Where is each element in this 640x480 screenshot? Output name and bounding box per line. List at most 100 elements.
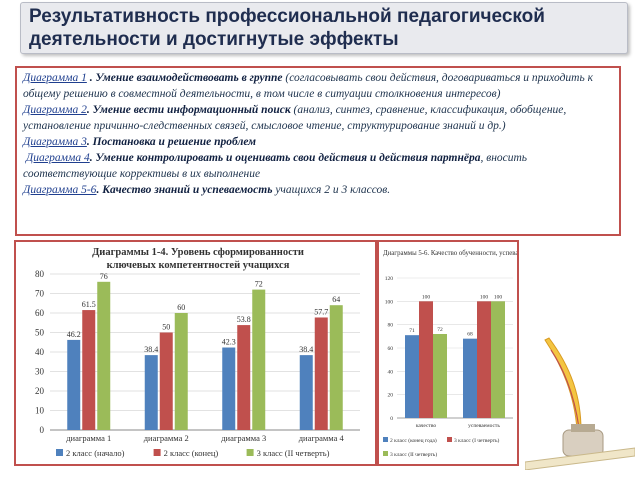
description-panel: Диаграмма 1 . Умение взаимодействовать в… bbox=[15, 66, 621, 236]
legend-label: 2 класс (конец года) bbox=[390, 437, 437, 444]
x-tick-label: диаграмма 4 bbox=[299, 433, 345, 443]
bar-value-label: 38.4 bbox=[299, 345, 313, 354]
bar-value-label: 100 bbox=[422, 294, 431, 300]
legend-swatch bbox=[153, 449, 161, 456]
desc-text: (согласовывать свои действия, договарива… bbox=[23, 72, 593, 100]
diagram-ref[interactable]: Диаграмма 4 bbox=[25, 152, 90, 164]
quill-inkwell-icon bbox=[525, 337, 635, 470]
bar bbox=[299, 355, 313, 430]
bar bbox=[491, 301, 505, 418]
bar-value-label: 42.3 bbox=[222, 338, 236, 347]
bar bbox=[97, 281, 111, 430]
bar-value-label: 68 bbox=[467, 332, 473, 338]
legend-swatch bbox=[383, 451, 388, 456]
y-tick-label: 60 bbox=[388, 346, 394, 352]
y-tick-label: 70 bbox=[35, 289, 45, 299]
page-title: Результативность профессиональной педаго… bbox=[29, 6, 545, 50]
desc-item-3: Диаграмма 3. Постановка и решение пробле… bbox=[23, 136, 257, 148]
desc-text: (анализ, синтез, сравнение, классификаци… bbox=[23, 104, 567, 132]
diagram-ref[interactable]: Диаграмма 2 bbox=[23, 104, 87, 116]
bar-value-label: 64 bbox=[332, 295, 340, 304]
desc-text: , вносить соответствующие коррективы в и… bbox=[23, 152, 528, 180]
y-tick-label: 80 bbox=[35, 269, 45, 279]
y-tick-label: 0 bbox=[390, 416, 393, 422]
x-tick-label: диаграмма 1 bbox=[66, 433, 111, 443]
desc-title: Умение контролировать и оценивать свои д… bbox=[95, 152, 481, 164]
desc-title: Умение взаимодействовать в группе bbox=[95, 72, 283, 84]
bar-value-label: 60 bbox=[177, 303, 185, 312]
chart-title-line-1: Диаграммы 1-4. Уровень сформированности bbox=[92, 247, 304, 258]
bar bbox=[67, 339, 81, 430]
bar bbox=[477, 301, 491, 418]
chart-title-line-2: ключевых компетентностей учащихся bbox=[107, 260, 290, 271]
quality-bar-chart: Диаграммы 5-6. Качество обученности, усп… bbox=[383, 250, 577, 458]
desc-title: Постановка и решение проблем bbox=[92, 136, 257, 148]
bar bbox=[433, 334, 447, 418]
legend-label: 3 класс (II четверть) bbox=[390, 451, 437, 458]
competence-bar-chart: Диаграммы 1-4. Уровень сформированности к… bbox=[35, 247, 360, 458]
y-tick-label: 20 bbox=[35, 386, 45, 396]
desc-item-2: Диаграмма 2. Умение вести информационный… bbox=[23, 104, 567, 132]
title-banner: Результативность профессиональной педаго… bbox=[20, 2, 628, 54]
y-tick-label: 40 bbox=[388, 369, 394, 375]
competence-chart-panel: Диаграммы 1-4. Уровень сформированности к… bbox=[14, 240, 377, 466]
bar-value-label: 46.2 bbox=[67, 330, 81, 339]
diagram-ref[interactable]: Диаграмма 3 bbox=[23, 136, 87, 148]
bar-value-label: 53.8 bbox=[237, 315, 251, 324]
legend-swatch bbox=[246, 449, 254, 456]
bar bbox=[463, 338, 477, 418]
desc-title: Качество знаний и успеваемость bbox=[102, 184, 273, 196]
bar bbox=[144, 355, 158, 430]
legend-label: 3 класс (II четверть) bbox=[257, 448, 330, 458]
bar bbox=[314, 317, 328, 430]
bar bbox=[222, 347, 236, 430]
x-tick-label: диаграмма 2 bbox=[144, 433, 189, 443]
y-tick-label: 80 bbox=[388, 323, 394, 329]
y-tick-label: 10 bbox=[35, 406, 45, 416]
desc-item-4: Диаграмма 4. Умение контролировать и оце… bbox=[23, 152, 528, 180]
y-tick-label: 40 bbox=[35, 347, 45, 357]
bar-value-label: 71 bbox=[409, 328, 415, 334]
y-tick-label: 120 bbox=[385, 276, 394, 282]
bar bbox=[174, 313, 188, 430]
bar-value-label: 72 bbox=[255, 280, 263, 289]
x-tick-label: качество bbox=[416, 423, 437, 429]
bar bbox=[419, 301, 433, 418]
bar-value-label: 57.7 bbox=[314, 307, 328, 316]
desc-item-1: Диаграмма 1 . Умение взаимодействовать в… bbox=[23, 72, 593, 100]
y-tick-label: 0 bbox=[40, 425, 45, 435]
bar bbox=[405, 335, 419, 418]
y-tick-label: 100 bbox=[385, 299, 394, 305]
bar-value-label: 38.4 bbox=[144, 345, 158, 354]
diagram-ref[interactable]: Диаграмма 5-6 bbox=[23, 184, 97, 196]
desc-item-5: Диаграмма 5-6. Качество знаний и успевае… bbox=[23, 184, 391, 196]
legend-label: 2 класс (конец) bbox=[164, 448, 219, 458]
legend-swatch bbox=[383, 437, 388, 442]
bar-value-label: 100 bbox=[494, 294, 503, 300]
desc-text: учащихся 2 и 3 классов. bbox=[272, 184, 391, 196]
legend-swatch bbox=[56, 449, 63, 456]
chart-title: Диаграммы 5-6. Качество обученности, усп… bbox=[383, 250, 517, 257]
bar bbox=[159, 332, 173, 430]
legend-swatch bbox=[447, 437, 452, 442]
legend-label: 2 класс (начало) bbox=[66, 448, 125, 458]
x-tick-label: успеваемость bbox=[468, 423, 500, 429]
y-tick-label: 30 bbox=[35, 367, 45, 377]
quality-chart-panel: Диаграммы 5-6. Качество обученности, усп… bbox=[377, 240, 577, 466]
diagram-ref[interactable]: Диаграмма 1 bbox=[23, 72, 87, 84]
bar-value-label: 50 bbox=[162, 323, 170, 332]
bar-value-label: 61.5 bbox=[82, 300, 96, 309]
desc-title: Умение вести информационный поиск bbox=[92, 104, 291, 116]
bar bbox=[329, 305, 343, 430]
bar-value-label: 76 bbox=[100, 272, 108, 281]
bar-value-label: 72 bbox=[437, 327, 443, 333]
legend-label: 3 класс (I четверть) bbox=[454, 437, 499, 444]
y-tick-label: 20 bbox=[388, 393, 394, 399]
bar bbox=[252, 289, 266, 430]
x-tick-label: диаграмма 3 bbox=[221, 433, 266, 443]
bar bbox=[237, 325, 251, 430]
y-tick-label: 50 bbox=[35, 328, 45, 338]
y-tick-label: 60 bbox=[35, 308, 45, 318]
bar-value-label: 100 bbox=[480, 294, 489, 300]
bar bbox=[82, 310, 96, 430]
